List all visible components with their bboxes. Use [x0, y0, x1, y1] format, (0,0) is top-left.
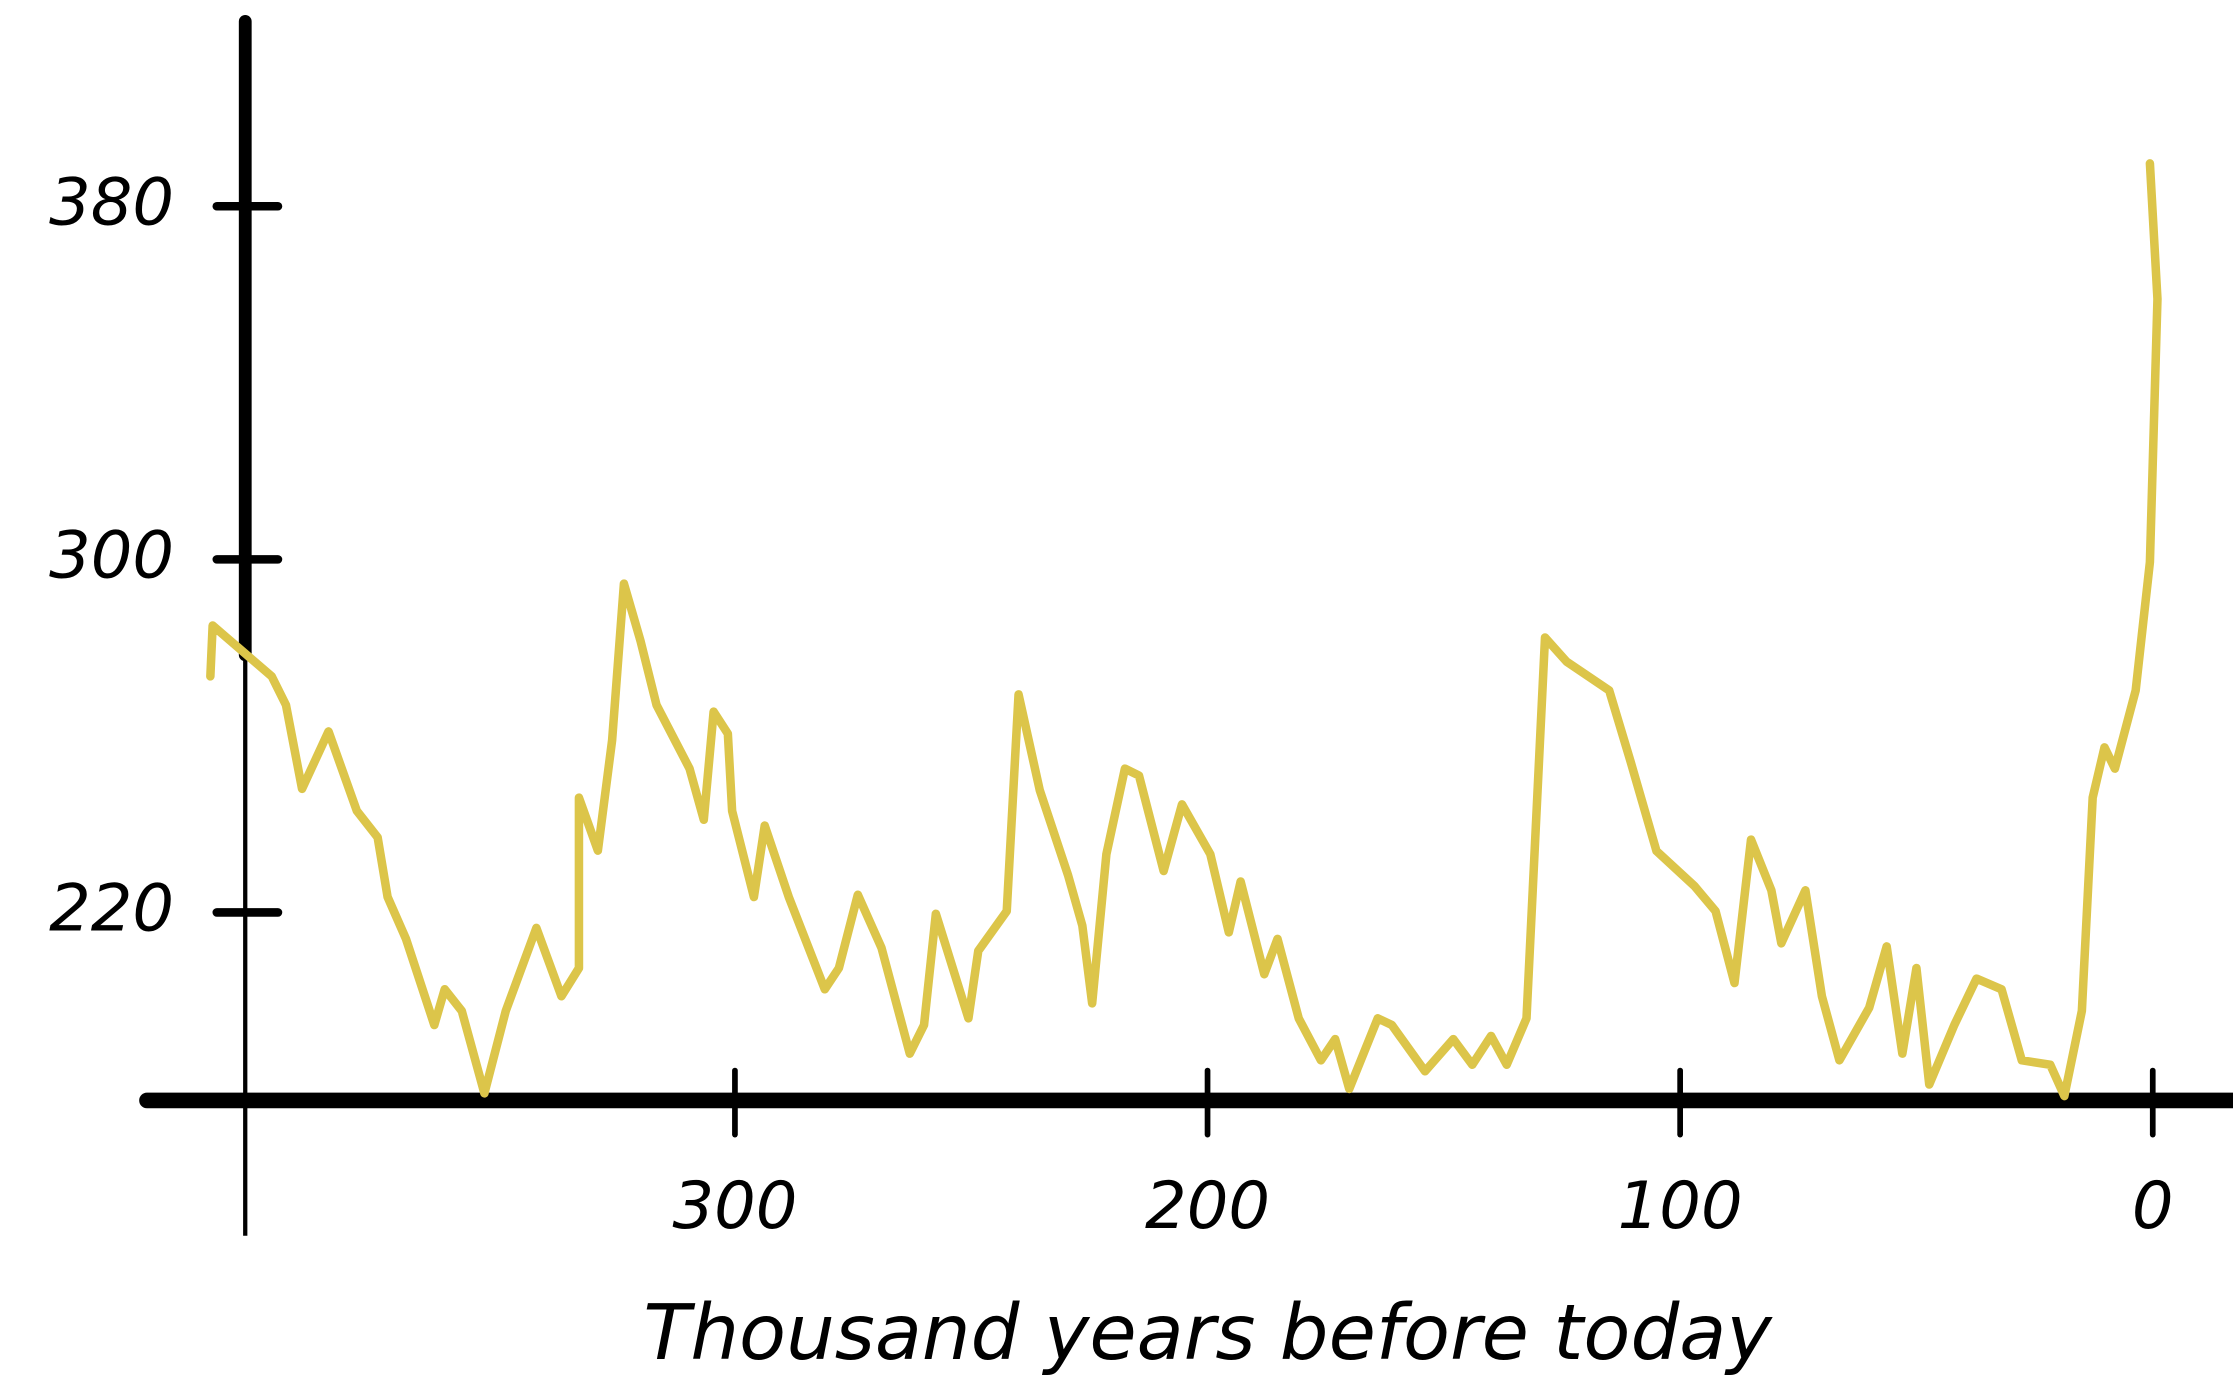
x-tick-label: 200	[1145, 1168, 1270, 1244]
y-tick-label: 380	[49, 164, 174, 240]
co2-line	[206, 159, 2162, 1101]
x-tick-label: 100	[1618, 1168, 1743, 1244]
y-tick-label: 300	[49, 517, 174, 593]
y-tick-label: 220	[49, 871, 174, 947]
x-axis-label: Thousand years before today	[643, 1289, 1773, 1378]
x-tick-label: 0	[2132, 1168, 2174, 1244]
x-tick-label: 300	[672, 1168, 797, 1244]
